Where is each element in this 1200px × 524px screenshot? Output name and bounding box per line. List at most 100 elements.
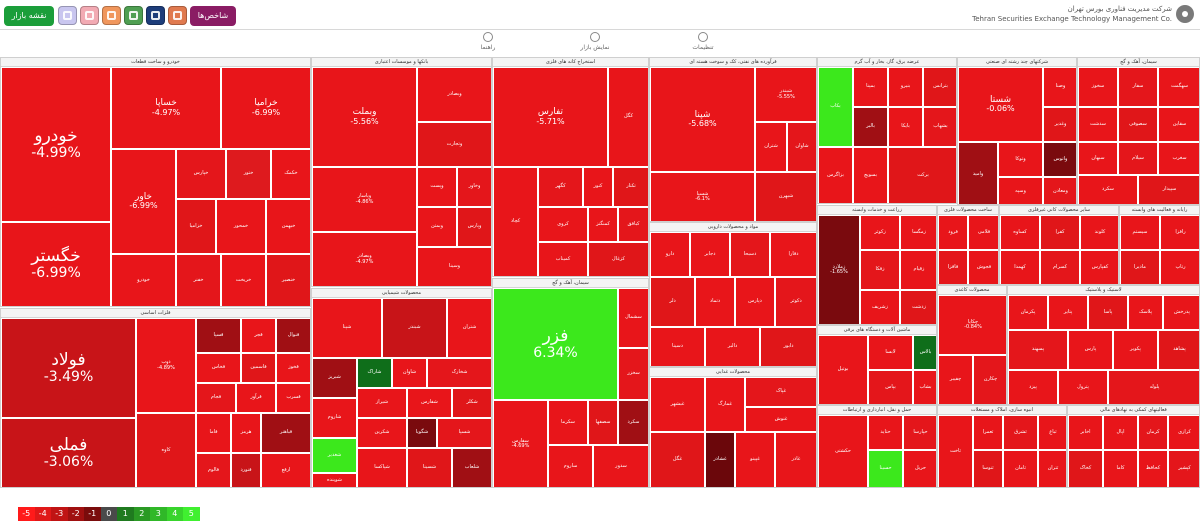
stock-tile[interactable]: خودرو [111, 254, 176, 306]
stock-tile[interactable]: غمارگ [705, 377, 745, 432]
sector-title[interactable]: مواد و محصولات دارویی [650, 223, 816, 232]
stock-tile[interactable]: شپنا -5.68% [650, 67, 755, 172]
stock-tile[interactable]: فنوال [276, 318, 310, 353]
sector-title[interactable]: سیمان، آهک و گچ [493, 279, 648, 288]
stock-tile[interactable]: شاوان [787, 122, 816, 172]
stock-tile[interactable]: رافزا [1160, 215, 1199, 250]
stock-tile[interactable]: سبهان [1078, 142, 1118, 175]
stock-tile[interactable]: زقیام [900, 250, 936, 290]
sector-title[interactable]: بانکها و موسسات اعتباری [312, 58, 491, 67]
sector-title[interactable]: استخراج کانه های فلزی [493, 58, 648, 67]
sector-title[interactable]: ساخت محصولات فلزی [938, 206, 998, 215]
stock-tile[interactable]: بکاب [818, 67, 853, 147]
stock-tile[interactable]: حپارسا [903, 415, 936, 450]
stock-tile[interactable]: فاما [196, 413, 231, 453]
help-item[interactable]: راهنما [468, 32, 508, 52]
stock-tile[interactable]: سکرد [1078, 175, 1138, 204]
stock-tile[interactable]: زشریف [860, 290, 900, 324]
stock-tile[interactable]: سغرب [1158, 142, 1199, 175]
stock-tile[interactable]: شفارس [407, 388, 452, 418]
search-icon[interactable] [124, 6, 143, 25]
stock-tile[interactable]: دارو [650, 232, 690, 277]
stock-tile[interactable]: کبافق [618, 207, 648, 242]
stock-tile[interactable]: کرمان [1138, 415, 1168, 450]
stock-tile[interactable]: شوینده [312, 473, 357, 487]
stock-tile[interactable]: کپشیر [1168, 450, 1199, 487]
stock-tile[interactable]: بزاگرس [818, 147, 853, 203]
stock-tile[interactable]: پکویر [1113, 330, 1158, 370]
stock-tile[interactable]: شخارک [427, 358, 491, 388]
stock-tile[interactable]: هرمز [231, 413, 261, 453]
stock-tile[interactable]: فجوش [968, 250, 998, 284]
stock-tile[interactable]: شیراز [357, 388, 407, 418]
stock-tile[interactable]: ارفع [261, 453, 310, 487]
stock-tile[interactable]: خبهمن [266, 199, 310, 254]
stock-tile[interactable]: وپست [417, 167, 457, 207]
stock-tile[interactable]: حکشتی [818, 415, 868, 487]
stock-tile[interactable]: فسپا [196, 318, 241, 353]
stock-tile[interactable]: زملارد -1.65% [818, 215, 860, 324]
stock-tile[interactable]: زدشت [900, 290, 936, 324]
stock-tile[interactable]: بایکا [888, 107, 923, 147]
stock-tile[interactable]: شستا -0.06% [958, 67, 1043, 142]
stock-tile[interactable]: پلاسک [1128, 295, 1163, 330]
stock-tile[interactable]: خپارس [176, 149, 226, 199]
sector-title[interactable]: حمل و نقل، انبارداری و ارتباطات [818, 406, 936, 415]
stock-tile[interactable]: وامید [958, 142, 998, 204]
stock-tile[interactable]: کزغال [588, 242, 648, 276]
stock-tile[interactable]: وبملت -5.56% [312, 67, 417, 167]
stock-tile[interactable]: بپاس [868, 370, 913, 404]
stock-tile[interactable]: وپاسار -4.86% [312, 167, 417, 232]
stock-tile[interactable]: بشهاب [923, 107, 956, 147]
stock-tile[interactable]: تفارس -5.71% [493, 67, 608, 167]
stock-tile[interactable]: خنصیر [266, 254, 310, 306]
book-icon[interactable] [168, 6, 187, 25]
stock-tile[interactable]: ثتران [1038, 450, 1066, 487]
stock-tile[interactable]: حریل [903, 450, 936, 487]
stock-tile[interactable]: شلعاب [452, 448, 491, 487]
stock-tile[interactable]: فخوز [276, 353, 310, 383]
stock-tile[interactable]: مادیرا [1120, 250, 1160, 284]
stock-tile[interactable]: غنوش [745, 407, 816, 432]
stock-tile[interactable]: فلامی [968, 215, 998, 250]
sector-title[interactable]: لاستیک و پلاستیک [1008, 286, 1199, 295]
stock-tile[interactable]: غاذر [775, 432, 816, 487]
stock-tile[interactable]: دکوثر [775, 277, 816, 327]
stock-tile[interactable]: شاراک [357, 358, 392, 388]
sector-title[interactable]: فعالیتهای کمکی به نهادهای مالی [1068, 406, 1199, 415]
stock-tile[interactable]: فاسمین [241, 353, 276, 383]
stock-tile[interactable]: بالبر [853, 107, 888, 147]
document-icon[interactable] [146, 6, 165, 25]
stock-tile[interactable]: کلوند [1080, 215, 1118, 250]
stock-tile[interactable]: کنور [583, 167, 613, 207]
stock-tile[interactable]: ثنوسا [973, 450, 1003, 487]
stock-tile[interactable]: اپال [1103, 415, 1138, 450]
stock-tile[interactable]: شسینا [407, 448, 452, 487]
stock-tile[interactable]: کساوه [1000, 215, 1040, 250]
stock-tile[interactable]: شغدیر [312, 438, 357, 473]
stock-tile[interactable]: سیلام [1118, 142, 1158, 175]
sector-title[interactable]: خودرو و ساخت قطعات [1, 58, 310, 67]
stock-tile[interactable]: دتماد [695, 277, 735, 327]
stock-tile[interactable]: زفکا [860, 250, 900, 290]
stock-tile[interactable]: دلر [650, 277, 695, 327]
stock-tile[interactable]: سکرما [548, 400, 588, 445]
sector-title[interactable]: عرضه برق، گاز، بخار و آب گرم [818, 58, 956, 67]
stock-tile[interactable]: زمگسا [900, 215, 936, 250]
stock-tile[interactable]: شگویا [407, 418, 437, 448]
stock-tile[interactable]: زکوثر [860, 215, 900, 250]
stock-tile[interactable]: خگستر -6.99% [1, 222, 111, 306]
stock-tile[interactable]: لابسا [868, 335, 913, 370]
stock-tile[interactable]: پاسا [1088, 295, 1128, 330]
stock-tile[interactable]: شبهرن [755, 172, 816, 221]
stock-tile[interactable]: دسینا [650, 327, 705, 366]
stock-tile[interactable]: کخاک [1068, 450, 1103, 487]
sector-title[interactable]: محصولات کاغذی [938, 286, 1006, 295]
stock-tile[interactable]: حتاید [868, 415, 903, 450]
market-map-button[interactable]: نقشه بازار [4, 6, 54, 26]
stock-tile[interactable]: شپاکسا [357, 448, 407, 487]
stock-tile[interactable]: فملی -3.06% [1, 418, 136, 487]
stock-tile[interactable]: کمیناب [538, 242, 588, 276]
clock-icon[interactable] [58, 6, 77, 25]
stock-tile[interactable]: فباهنر [261, 413, 310, 453]
